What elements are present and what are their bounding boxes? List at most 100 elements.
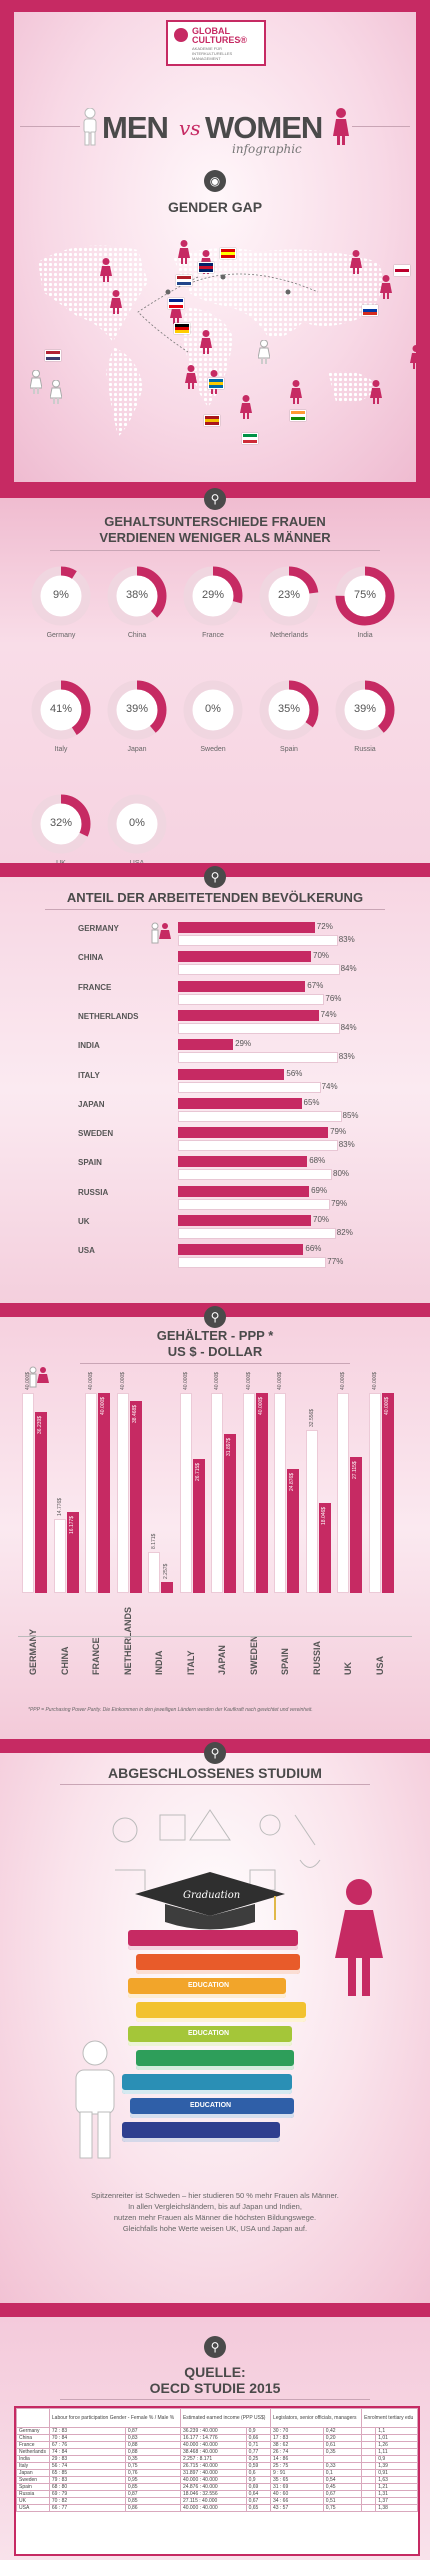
workforce-bar-female [178, 922, 315, 933]
oecd-row: India 29 : 83 0,35 2.257 : 8.171 0,25 14 : 86… [16, 2455, 418, 2463]
oecd-cell: 40.000 : 40.000 [179, 2476, 247, 2484]
oecd-cell: 0,88 [124, 2441, 181, 2449]
oecd-cell: 1,26 [375, 2441, 418, 2449]
world-map [38, 245, 383, 437]
oecd-cell: 0,20 [322, 2434, 363, 2442]
oecd-cell: 0,51 [322, 2497, 363, 2505]
oecd-cell: 56 : 74 [48, 2462, 126, 2470]
workforce-bar-male [178, 1169, 332, 1181]
ppp-badge: ⚲ [204, 1306, 226, 1328]
oecd-cell: 27.115 : 40.000 [179, 2497, 247, 2505]
ppp-value-female: 16.177$ [68, 1516, 75, 1535]
salary-gap-title-1: GEHALTSUNTERSCHIEDE FRAUEN [104, 514, 326, 529]
source-title-1: QUELLE: [184, 2364, 246, 2380]
oecd-cell: 35 : 65 [269, 2476, 324, 2484]
oecd-cell: 30 : 70 [269, 2427, 324, 2435]
map-woman-marker [410, 345, 422, 369]
ppp-value-male: 40.000$ [277, 1371, 283, 1390]
ppp-bar-female [381, 1393, 394, 1593]
doodle-sketches [112, 1809, 321, 1891]
ppp-value-male: 32.556$ [308, 1409, 315, 1428]
subtitle: infographic [232, 142, 302, 156]
workforce-value-female: 29% [235, 1039, 252, 1049]
ppp-bar-male [242, 1393, 255, 1593]
title-women: WOMEN [205, 110, 323, 145]
ppp-value-male: 40.000$ [340, 1371, 346, 1390]
oecd-cell [361, 2455, 377, 2463]
donut-ring [183, 566, 243, 626]
salary-gap-title-2: VERDIENEN WENIGER ALS MÄNNER [99, 530, 331, 545]
oecd-row: Japan 65 : 85 0,76 31.897 : 40.000 0,6 9 : 91… [16, 2469, 418, 2477]
ppp-bar-female [161, 1581, 173, 1593]
workforce-country-label: CHINA [78, 953, 104, 963]
oecd-cell: 0,85 [124, 2497, 181, 2505]
oecd-cell: 0,65 [245, 2504, 271, 2512]
ppp-baseline [18, 1636, 412, 1637]
workforce-bar-female [178, 1097, 302, 1109]
oecd-cell: UK [16, 2497, 50, 2505]
workforce-value-male: 83% [338, 1140, 355, 1150]
ppp-value-female: 40.000$ [100, 1396, 106, 1415]
donut-value: 75% [353, 589, 377, 601]
oecd-cell: 0,66 [245, 2434, 271, 2442]
country-flag [362, 305, 378, 316]
map-woman-marker [200, 330, 212, 354]
workforce-value-male: 84% [340, 1022, 357, 1032]
map-woman-marker [29, 369, 43, 394]
workforce-country-label: SWEDEN [78, 1129, 114, 1139]
book [136, 2002, 306, 2022]
donut-country-label: Sweden [200, 746, 226, 753]
donut-value: 0% [205, 703, 221, 715]
oecd-cell: 38.468 : 40.000 [179, 2448, 247, 2456]
logo-tagline-1: AKADEMIE FÜR [192, 46, 223, 51]
oecd-cell: 24.876 : 40.000 [179, 2483, 247, 2491]
book [122, 2122, 280, 2142]
ppp-value-female: 31.897$ [226, 1437, 232, 1456]
oecd-cell: 34 : 66 [269, 2497, 324, 2505]
oecd-cell: 0,75 [124, 2462, 181, 2470]
oecd-cell: 31 : 69 [269, 2483, 324, 2491]
ppp-country-label: NETHERLANDS [122, 1606, 133, 1675]
oecd-header-row: Labour force participation Gender - Fema… [16, 2408, 418, 2428]
donut-value: 39% [125, 703, 149, 715]
study-text-1: Spitzenreiter ist Schweden – hier studie… [91, 2191, 339, 2200]
oecd-cell: 0,54 [322, 2476, 363, 2484]
oecd-cell: 14 : 86 [269, 2455, 324, 2463]
oecd-cell [361, 2469, 377, 2477]
ppp-value-male: 40.000$ [25, 1371, 31, 1390]
oecd-cell: Spain [16, 2483, 50, 2491]
ppp-value-male: 40.000$ [371, 1371, 378, 1390]
donut-ring [31, 794, 91, 854]
workforce-bar-female [178, 1244, 304, 1256]
ppp-value-female: 18.046$ [320, 1506, 327, 1525]
logo-tagline-3: MANAGEMENT [192, 56, 221, 61]
donut-country-label: Netherlands [270, 632, 308, 639]
oecd-cell: 0,9 [245, 2427, 271, 2435]
study-text-2: In allen Vergleichsländern, bis auf Japa… [128, 2202, 302, 2211]
logo: GLOBAL CULTURES® AKADEMIE FÜR INTERKULTU… [168, 22, 264, 64]
oecd-row: Italy 56 : 74 0,75 26.715 : 40.000 0,59 25 : … [16, 2462, 418, 2470]
country-flag [174, 323, 190, 334]
donut-value: 38% [125, 589, 149, 601]
oecd-cell: 9 : 91 [269, 2469, 324, 2477]
map-woman-marker [240, 395, 252, 419]
oecd-cell: 1,01 [375, 2434, 418, 2442]
map-woman-marker [178, 240, 190, 264]
oecd-cell: 1,11 [375, 2448, 418, 2456]
donut-chart [30, 679, 92, 741]
oecd-row: France 67 : 76 0,88 40.000 : 40.000 0,71 38 :… [16, 2441, 418, 2449]
study-rule [60, 1784, 370, 1785]
ppp-value-male: 40.000$ [214, 1371, 220, 1390]
oecd-cell: 26 : 74 [269, 2448, 324, 2456]
left-frame [0, 12, 14, 482]
donut-chart [258, 679, 320, 741]
oecd-row: Spain 68 : 80 0,85 24.876 : 40.000 0,69 31 : … [16, 2483, 418, 2491]
book-label: EDUCATION [188, 1982, 230, 1989]
header-section [0, 12, 430, 482]
study-text: Spitzenreiter ist Schweden – hier studie… [40, 2190, 390, 2234]
donut-country-label: Russia [354, 746, 376, 753]
country-flag [242, 433, 258, 444]
oecd-cell: 0,9 [375, 2455, 418, 2463]
study-man-icon [75, 2040, 115, 2159]
workforce-country-label: JAPAN [78, 1099, 105, 1109]
